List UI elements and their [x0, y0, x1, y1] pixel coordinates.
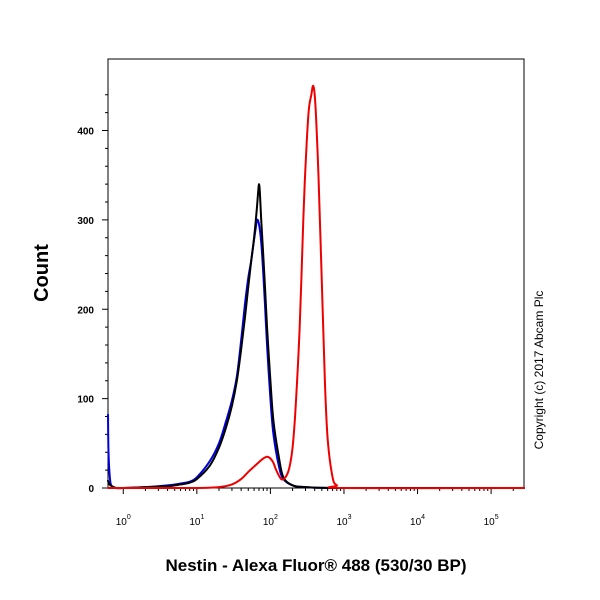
- x-tick-label: 105: [484, 514, 499, 528]
- x-tick-base: 10: [336, 517, 348, 528]
- x-tick-base: 10: [410, 517, 422, 528]
- series-line-1: [107, 218, 525, 490]
- y-axis-title: Count: [31, 244, 53, 302]
- y-tick-label: 0: [88, 484, 94, 495]
- x-tick-exponent: 4: [421, 514, 425, 521]
- x-tick-exponent: 0: [127, 514, 131, 521]
- copyright-notice: Copyright (c) 2017 Abcam Plc: [532, 291, 546, 450]
- y-tick-label: 400: [77, 127, 94, 138]
- x-axis-title: Nestin - Alexa Fluor® 488 (530/30 BP): [165, 556, 466, 575]
- x-tick-label: 103: [336, 514, 351, 528]
- x-tick-exponent: 3: [348, 514, 352, 521]
- x-tick-label: 102: [263, 514, 278, 528]
- x-tick-base: 10: [116, 517, 128, 528]
- x-tick-base: 10: [189, 517, 201, 528]
- x-tick-exponent: 2: [274, 514, 278, 521]
- x-tick-label: 100: [116, 514, 131, 528]
- x-tick-exponent: 5: [495, 514, 499, 521]
- x-tick-exponent: 1: [200, 514, 204, 521]
- y-tick-label: 300: [77, 216, 94, 227]
- x-tick-base: 10: [263, 517, 275, 528]
- series-line-2: [107, 183, 525, 490]
- x-tick-base: 10: [484, 517, 496, 528]
- x-tick-label: 101: [189, 514, 204, 528]
- x-tick-label: 104: [410, 514, 425, 528]
- series-line-3: [107, 84, 525, 490]
- y-axis: 0 100 200 300 400: [77, 94, 108, 495]
- x-axis: 100 101 102 103 104 105: [116, 488, 514, 528]
- series-layer: [107, 84, 525, 490]
- y-tick-label: 100: [77, 395, 94, 406]
- y-tick-label: 200: [77, 305, 94, 316]
